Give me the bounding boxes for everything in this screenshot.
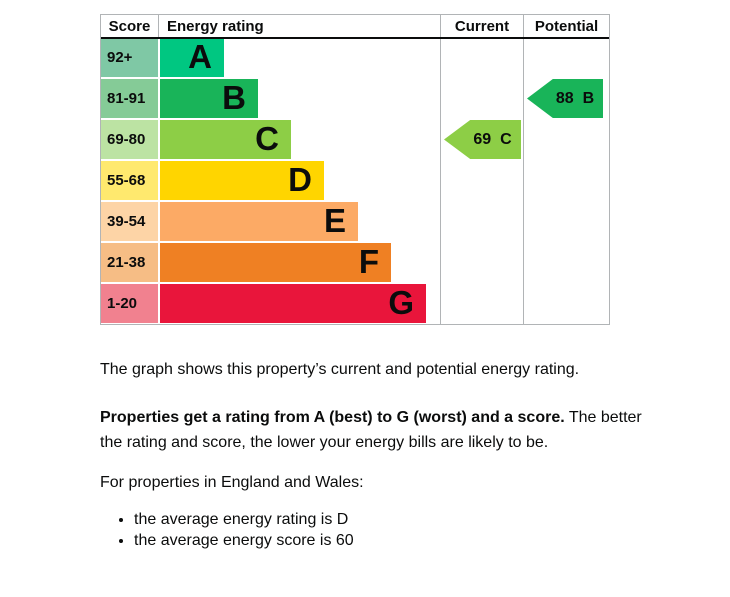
graph-summary-text: The graph shows this property’s current … xyxy=(100,361,580,378)
column-header-current: Current xyxy=(454,18,510,35)
potential-letter: B xyxy=(582,89,595,107)
band-row-f: 21-38 F xyxy=(101,243,609,284)
potential-column-divider-line xyxy=(523,15,524,324)
rating-band-bar-f: F xyxy=(160,243,391,282)
score-range-label: 21-38 xyxy=(101,243,158,282)
band-row-e: 39-54 E xyxy=(101,202,609,243)
rating-band-bar-e: E xyxy=(160,202,358,241)
band-row-c: 69-80 C xyxy=(101,120,609,161)
band-row-b: 81-91 B xyxy=(101,79,609,120)
epc-rating-chart: Score Energy rating Current Potential 92… xyxy=(100,14,610,325)
current-column-divider-line xyxy=(440,15,441,324)
score-range-label: 92+ xyxy=(101,38,158,77)
regions-intro-text: For properties in England and Wales: xyxy=(100,474,364,491)
list-item-average-rating: the average energy rating is D xyxy=(134,509,730,530)
header-divider-line xyxy=(158,15,159,37)
current-letter: C xyxy=(500,130,512,148)
column-header-score: Score xyxy=(108,18,151,35)
rating-explanation-line2: the rating and score, the lower your ene… xyxy=(100,434,549,451)
chart-description: The graph shows this property’s current … xyxy=(100,360,730,551)
rating-explanation-text: Properties get a rating from A (best) to… xyxy=(100,405,730,455)
band-row-d: 55-68 D xyxy=(101,161,609,202)
current-score: 69 xyxy=(473,130,492,148)
column-header-potential: Potential xyxy=(534,18,599,35)
rating-band-bar-a: A xyxy=(160,38,224,77)
score-range-label: 55-68 xyxy=(101,161,158,200)
rating-band-bar-d: D xyxy=(160,161,324,200)
average-stats-list: the average energy rating is D the avera… xyxy=(100,509,730,551)
band-row-g: 1-20 G xyxy=(101,284,609,325)
score-range-label: 39-54 xyxy=(101,202,158,241)
score-range-label: 81-91 xyxy=(101,79,158,118)
rating-band-bar-b: B xyxy=(160,79,258,118)
potential-score: 88 xyxy=(555,89,574,107)
rating-band-bar-g: G xyxy=(160,284,426,323)
rating-explanation-bold: Properties get a rating from A (best) to… xyxy=(100,409,565,426)
rating-explanation-rest: The better xyxy=(568,409,642,426)
score-range-label: 69-80 xyxy=(101,120,158,159)
header-underline xyxy=(101,37,609,39)
score-range-label: 1-20 xyxy=(101,284,158,323)
column-header-energy-rating: Energy rating xyxy=(167,18,264,35)
list-item-average-score: the average energy score is 60 xyxy=(134,530,730,551)
rating-band-bar-c: C xyxy=(160,120,291,159)
band-row-a: 92+ A xyxy=(101,38,609,79)
